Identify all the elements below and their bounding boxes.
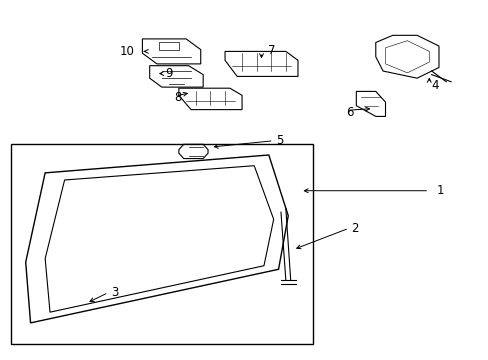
Text: 8: 8 — [174, 91, 181, 104]
Text: 3: 3 — [111, 286, 118, 299]
Text: 5: 5 — [276, 134, 283, 147]
Text: 1: 1 — [436, 184, 443, 197]
Text: 7: 7 — [267, 44, 275, 57]
Text: 9: 9 — [165, 67, 173, 80]
Text: 2: 2 — [351, 222, 358, 235]
Text: 6: 6 — [346, 106, 353, 120]
Bar — [11, 144, 312, 344]
Text: 4: 4 — [431, 79, 438, 92]
Text: 10: 10 — [119, 45, 134, 58]
